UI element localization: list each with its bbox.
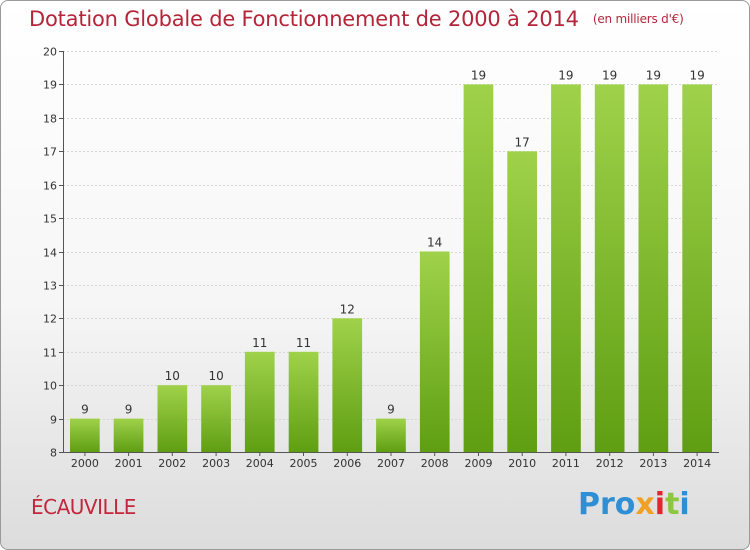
data-label: 17 xyxy=(515,135,530,149)
y-tick-label: 20 xyxy=(43,46,57,59)
y-tick-label: 12 xyxy=(43,313,57,326)
chart-unit: (en milliers d'€) xyxy=(592,12,684,26)
data-label: 11 xyxy=(252,336,267,350)
bar-2011 xyxy=(551,84,581,453)
y-tick-label: 8 xyxy=(50,447,57,460)
data-label: 10 xyxy=(165,369,180,383)
chart-title-text: Dotation Globale de Fonctionnement de 20… xyxy=(29,7,579,31)
x-tick-label: 2011 xyxy=(552,457,580,470)
y-tick-label: 14 xyxy=(43,247,57,260)
x-tick-label: 2012 xyxy=(596,457,624,470)
y-tick-label: 17 xyxy=(43,146,57,159)
x-tick-label: 2004 xyxy=(246,457,274,470)
data-label: 10 xyxy=(208,369,223,383)
x-tick-label: 2010 xyxy=(508,457,536,470)
y-tick-label: 13 xyxy=(43,280,57,293)
data-label: 19 xyxy=(602,68,617,82)
chart-title: Dotation Globale de Fonctionnement de 20… xyxy=(29,7,684,31)
proxiti-logo: Proxiti xyxy=(578,487,690,522)
data-label: 12 xyxy=(340,302,355,316)
data-label: 9 xyxy=(387,403,395,417)
bar-2001 xyxy=(113,418,144,452)
x-tick-label: 2007 xyxy=(377,457,405,470)
y-tick-label: 15 xyxy=(43,213,57,226)
labels: 9 2000 9 2001 10 2002 10 2003 11 2004 11 2005 12 2006… xyxy=(71,68,711,470)
bar-2004 xyxy=(244,351,275,453)
bar-2007 xyxy=(376,418,406,452)
data-label: 19 xyxy=(689,68,704,82)
bar-2006 xyxy=(332,318,363,452)
data-label: 19 xyxy=(558,68,573,82)
y-tick-label: 18 xyxy=(43,113,57,126)
x-tick-label: 2013 xyxy=(639,457,667,470)
x-tick-label: 2003 xyxy=(202,457,230,470)
bar-2008 xyxy=(419,251,450,452)
x-tick-label: 2005 xyxy=(290,457,318,470)
data-label: 19 xyxy=(646,68,661,82)
y-tick-label: 19 xyxy=(43,79,57,92)
x-tick-label: 2009 xyxy=(465,457,493,470)
x-tick-label: 2006 xyxy=(333,457,361,470)
axes: 8 9 10 11 12 13 14 15 16 17 18 19 20 xyxy=(43,46,719,460)
x-tick-label: 2001 xyxy=(115,457,143,470)
bar-2000 xyxy=(70,418,100,452)
x-tick-label: 2008 xyxy=(421,457,449,470)
data-label: 19 xyxy=(471,68,486,82)
y-tick-label: 10 xyxy=(43,380,57,393)
x-tick-label: 2002 xyxy=(158,457,186,470)
bar-2012 xyxy=(594,84,625,453)
bar-2010 xyxy=(507,151,537,453)
data-label: 9 xyxy=(81,403,89,417)
bar-2003 xyxy=(201,385,231,452)
commune-name: ÉCAUVILLE xyxy=(31,495,136,519)
bar-2013 xyxy=(638,84,669,453)
bar-2002 xyxy=(157,385,188,452)
y-tick-label: 16 xyxy=(43,180,57,193)
x-tick-label: 2014 xyxy=(683,457,711,470)
x-tick-label: 2000 xyxy=(71,457,99,470)
bar-2005 xyxy=(288,351,319,453)
bar-2014 xyxy=(682,84,712,453)
y-tick-label: 9 xyxy=(50,414,57,427)
data-label: 14 xyxy=(427,236,442,250)
data-label: 9 xyxy=(125,403,133,417)
bar-2009 xyxy=(463,84,494,453)
bars xyxy=(70,84,712,453)
y-tick-label: 11 xyxy=(43,347,57,360)
data-label: 11 xyxy=(296,336,311,350)
